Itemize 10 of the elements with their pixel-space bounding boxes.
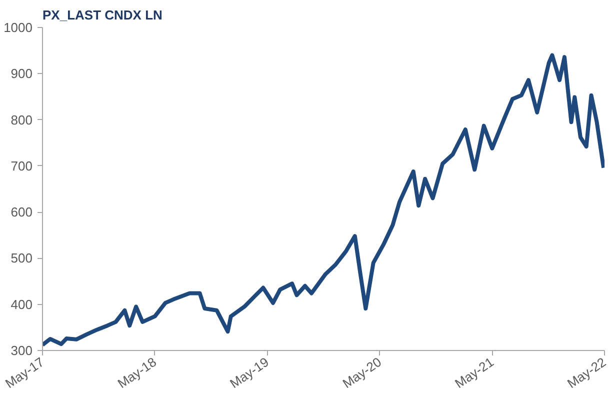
y-tick-label: 500 [10,250,33,266]
y-tick-label: 1000 [4,20,32,35]
y-tick-label: 300 [10,343,33,358]
chart-title: PX_LAST CNDX LN [42,8,162,22]
y-tick-label: 900 [10,66,33,82]
y-tick-label: 800 [10,112,33,128]
y-tick-label: 700 [10,158,33,174]
y-tick-label: 400 [10,296,33,312]
line-series [42,53,604,347]
y-tick-label: 600 [10,204,33,220]
